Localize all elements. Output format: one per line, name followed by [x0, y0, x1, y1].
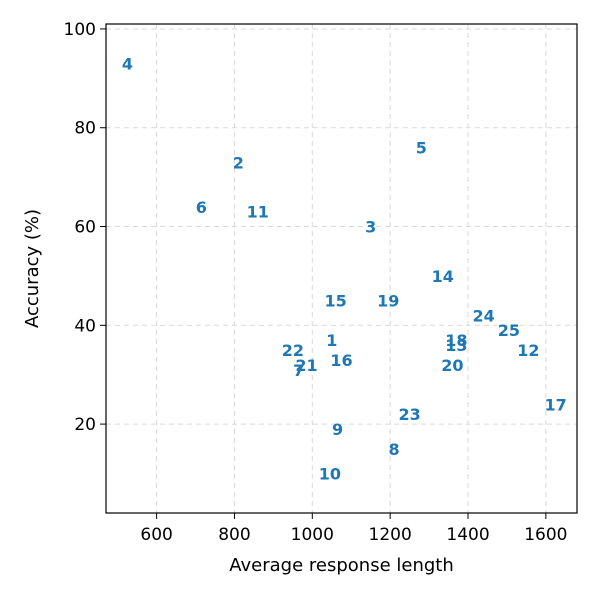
point-label-14: 14 — [432, 267, 454, 286]
x-tick-label-1: 800 — [218, 525, 250, 545]
x-tick-label-0: 600 — [140, 525, 172, 545]
point-label-20: 20 — [441, 356, 463, 375]
point-label-22: 22 — [282, 341, 304, 360]
y-tick-label-2: 60 — [74, 218, 96, 238]
point-label-21: 21 — [295, 356, 317, 375]
point-label-9: 9 — [332, 420, 343, 439]
data-points: 1234567891011121314151617181920212223242… — [122, 55, 567, 484]
point-label-5: 5 — [416, 138, 427, 157]
point-label-3: 3 — [365, 218, 376, 237]
point-label-19: 19 — [377, 292, 399, 311]
y-tick-label-4: 100 — [64, 20, 96, 40]
y-tick-label-1: 40 — [74, 316, 96, 336]
point-label-1: 1 — [326, 331, 337, 350]
point-label-10: 10 — [319, 464, 341, 483]
axis-ticks: 600 800 1000 1200 1400 1600 20 40 60 80 100 — [64, 20, 568, 545]
point-label-23: 23 — [398, 405, 420, 424]
x-tick-label-4: 1400 — [446, 525, 489, 545]
y-tick-label-0: 20 — [74, 415, 96, 435]
point-label-16: 16 — [330, 351, 352, 370]
point-label-18: 18 — [445, 331, 467, 350]
x-tick-label-5: 1600 — [524, 525, 567, 545]
point-label-2: 2 — [233, 153, 244, 172]
point-label-24: 24 — [472, 306, 494, 325]
point-label-8: 8 — [388, 440, 399, 459]
point-label-17: 17 — [544, 395, 566, 414]
point-label-11: 11 — [247, 203, 269, 222]
x-tick-label-3: 1200 — [369, 525, 412, 545]
point-label-6: 6 — [196, 198, 207, 217]
plot-frame — [105, 23, 578, 514]
y-tick-label-3: 80 — [74, 119, 96, 139]
x-tick-label-2: 1000 — [291, 525, 334, 545]
point-label-15: 15 — [325, 292, 347, 311]
point-label-13: 13 — [445, 336, 467, 355]
point-label-12: 12 — [517, 341, 539, 360]
x-axis-label: Average response length — [229, 555, 454, 576]
grid — [106, 24, 577, 513]
y-axis-label: Accuracy (%) — [22, 209, 43, 328]
point-label-7: 7 — [293, 361, 304, 380]
point-label-25: 25 — [498, 321, 520, 340]
point-label-4: 4 — [122, 55, 133, 74]
